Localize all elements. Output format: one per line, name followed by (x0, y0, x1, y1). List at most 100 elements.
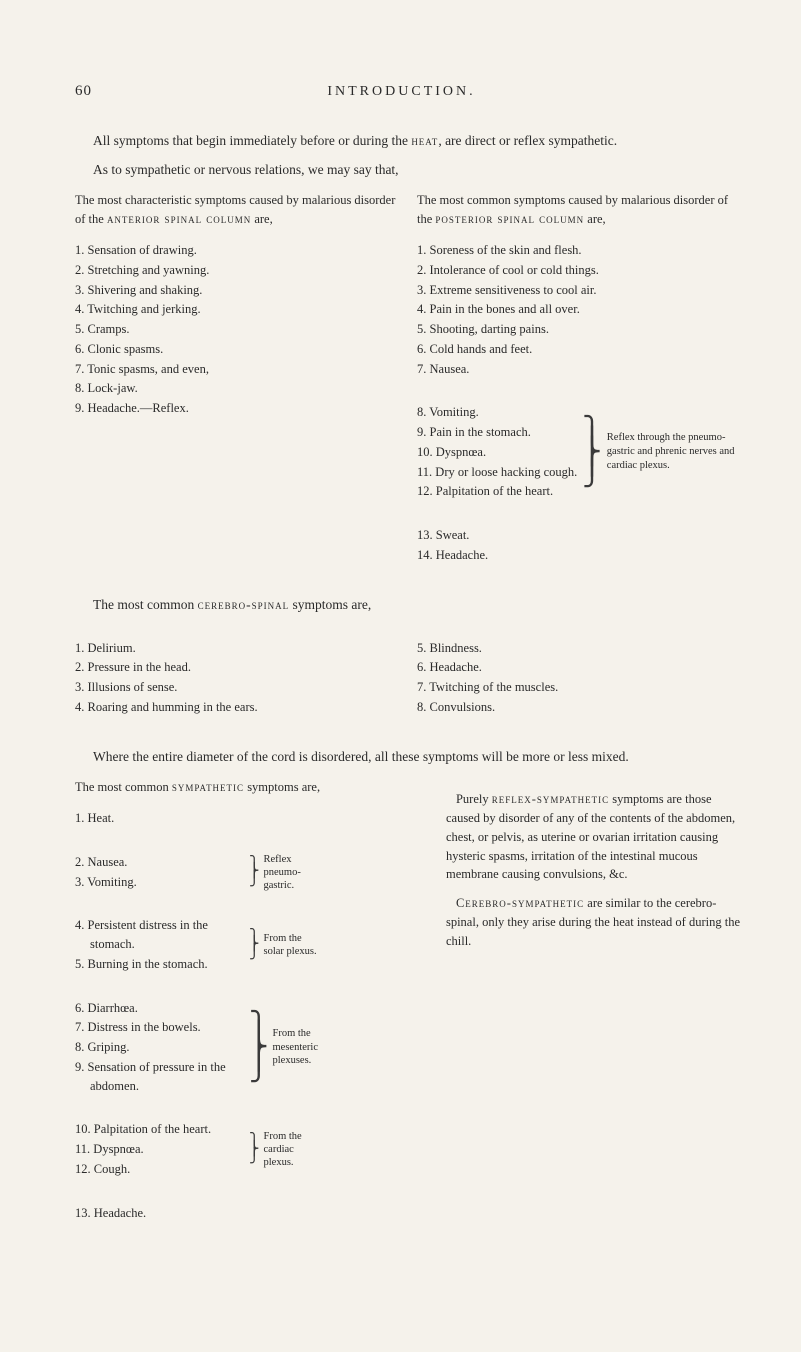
list-item: 5. Shooting, darting pains. (417, 320, 741, 339)
list-item: 5. Blindness. (417, 639, 741, 658)
list-item: 6. Diarrhœa. (75, 999, 245, 1018)
list-item: 4. Pain in the bones and all over. (417, 300, 741, 319)
list-item: 6. Cold hands and feet. (417, 340, 741, 359)
text: The most common (75, 780, 172, 794)
heat-smallcaps: heat (411, 133, 438, 148)
list-item: 2. Intolerance of cool or cold things. (417, 261, 741, 280)
list-item: 8. Convulsions. (417, 698, 741, 717)
list-item: 7. Distress in the bowels. (75, 1018, 245, 1037)
list-item: 13. Sweat. (417, 526, 741, 545)
anterior-list: 1. Sensation of drawing. 2. Stretching a… (75, 241, 399, 418)
cerebro-sympathetic-para: Cerebro-sympathetic are similar to the c… (446, 894, 741, 950)
list-item: 4. Twitching and jerking. (75, 300, 399, 319)
list-item: 3. Extreme sensitiveness to cool air. (417, 281, 741, 300)
group-d-note: From the cardiac plexus. (264, 1130, 319, 1169)
reflex-sympathetic-para: Purely reflex-sympathetic symptoms are t… (446, 790, 741, 884)
sympathetic-list: 1. Heat. (75, 809, 428, 828)
brace-icon: ⎫⎪⎬⎪⎭ (249, 1021, 269, 1073)
bracket-items: 8. Vomiting. 9. Pain in the stomach. 10.… (417, 391, 577, 514)
sympathetic-left: The most common sympathetic symptoms are… (75, 778, 428, 1235)
group-b-items: 4. Persistent distress in the stomach. 5… (75, 904, 245, 986)
text: , are direct or reflex sympathetic. (438, 133, 617, 148)
text: Purely (456, 792, 492, 806)
list-item: 1. Sensation of drawing. (75, 241, 399, 260)
list-item: 1. Soreness of the skin and flesh. (417, 241, 741, 260)
list-item: 11. Dry or loose hacking cough. (417, 463, 577, 482)
bracket-list: 8. Vomiting. 9. Pain in the stomach. 10.… (417, 403, 577, 501)
running-head: INTRODUCTION. (92, 81, 711, 103)
cerebro-smallcaps: cerebro-spinal (198, 597, 290, 612)
cerebro-right: 5. Blindness. 6. Headache. 7. Twitching … (417, 626, 741, 729)
group-c-row: 6. Diarrhœa. 7. Distress in the bowels. … (75, 986, 428, 1108)
reflex-bracket-block: 8. Vomiting. 9. Pain in the stomach. 10.… (417, 391, 741, 514)
cerebro-left: 1. Delirium. 2. Pressure in the head. 3.… (75, 626, 399, 729)
list-item: 9. Sensation of pressure in the abdomen. (75, 1058, 245, 1096)
text: The most common (93, 597, 198, 612)
list-item: 12. Palpitation of the heart. (417, 482, 577, 501)
sympathetic-intro: The most common sympathetic symptoms are… (75, 778, 428, 797)
anterior-posterior-columns: The most characteristic symptoms caused … (75, 191, 741, 577)
list-item: 2. Nausea. (75, 853, 245, 872)
list-item: 2. Pressure in the head. (75, 658, 399, 677)
anterior-column: The most characteristic symptoms caused … (75, 191, 399, 577)
list-item: 4. Roaring and humming in the ears. (75, 698, 399, 717)
list-item: 3. Shivering and shaking. (75, 281, 399, 300)
group-b-note: From the solar plexus. (264, 932, 319, 958)
cerebro-columns: 1. Delirium. 2. Pressure in the head. 3.… (75, 626, 741, 729)
cerebro-left-list: 1. Delirium. 2. Pressure in the head. 3.… (75, 639, 399, 717)
group-a-note: Reflex pneumo-gastric. (264, 853, 319, 892)
brace-icon: ⎫⎬⎭ (249, 861, 260, 884)
posterior-column: The most common symptoms caused by malar… (417, 191, 741, 577)
sympathetic-smallcaps: sympathetic (172, 780, 244, 794)
list-item: 14. Headache. (417, 546, 741, 565)
list-item: 10. Palpitation of the heart. (75, 1120, 245, 1139)
anterior-smallcaps: anterior spinal column (107, 212, 251, 226)
list-item: 10. Dyspnœa. (417, 443, 577, 462)
list-item: 13. Headache. (75, 1204, 428, 1223)
brace-icon: ⎫⎬⎭ (249, 1138, 260, 1161)
intro-paragraph-1: All symptoms that begin immediately befo… (75, 131, 741, 152)
list-item: 9. Headache.—Reflex. (75, 399, 399, 418)
list-item: 5. Cramps. (75, 320, 399, 339)
list-item: 7. Nausea. (417, 360, 741, 379)
group-a-row: 2. Nausea. 3. Vomiting. ⎫⎬⎭ Reflex pneum… (75, 840, 428, 904)
list-item: 7. Twitching of the muscles. (417, 678, 741, 697)
page-header: 60 INTRODUCTION. (75, 80, 741, 103)
cerebro-sympathetic-smallcaps: Cerebro-sympathetic (456, 896, 584, 910)
list-item: 9. Pain in the stomach. (417, 423, 577, 442)
list-item: 12. Cough. (75, 1160, 245, 1179)
posterior-smallcaps: posterior spinal column (435, 212, 584, 226)
brace-icon: ⎫⎪⎬⎪⎭ (582, 426, 602, 478)
brace-icon: ⎫⎬⎭ (249, 934, 260, 957)
list-item: 3. Illusions of sense. (75, 678, 399, 697)
anterior-intro: The most characteristic symptoms caused … (75, 191, 399, 229)
group-d-items: 10. Palpitation of the heart. 11. Dyspnœ… (75, 1108, 245, 1191)
group-d-row: 10. Palpitation of the heart. 11. Dyspnœ… (75, 1108, 428, 1191)
sympathetic-list-end: 13. Headache. (75, 1204, 428, 1223)
page: 60 INTRODUCTION. All symptoms that begin… (0, 0, 801, 1352)
text: symptoms are, (289, 597, 371, 612)
posterior-intro: The most common symptoms caused by malar… (417, 191, 741, 229)
bracket-annotation: Reflex through the pneumo-gastric and ph… (607, 431, 741, 474)
list-item: 8. Griping. (75, 1038, 245, 1057)
list-item: 6. Clonic spasms. (75, 340, 399, 359)
group-a-items: 2. Nausea. 3. Vomiting. (75, 840, 245, 904)
group-c-note: From the mesenteric plexuses. (273, 1027, 328, 1066)
text: symptoms are, (244, 780, 320, 794)
intro-paragraph-2: As to sympathetic or nervous relations, … (75, 160, 741, 181)
page-number: 60 (75, 80, 92, 103)
text: are, (584, 212, 606, 226)
group-b-row: 4. Persistent distress in the stomach. 5… (75, 904, 428, 986)
list-item: 7. Tonic spasms, and even, (75, 360, 399, 379)
list-item: 8. Lock-jaw. (75, 379, 399, 398)
text: are, (251, 212, 273, 226)
list-item: 4. Persistent distress in the stomach. (75, 916, 245, 954)
list-item: 1. Delirium. (75, 639, 399, 658)
list-item: 3. Vomiting. (75, 873, 245, 892)
list-item: 11. Dyspnœa. (75, 1140, 245, 1159)
posterior-list: 1. Soreness of the skin and flesh. 2. In… (417, 241, 741, 378)
list-item: 8. Vomiting. (417, 403, 577, 422)
list-item: 1. Heat. (75, 809, 428, 828)
reflex-sympathetic-smallcaps: reflex-sympathetic (492, 792, 609, 806)
text: All symptoms that begin immediately befo… (93, 133, 411, 148)
